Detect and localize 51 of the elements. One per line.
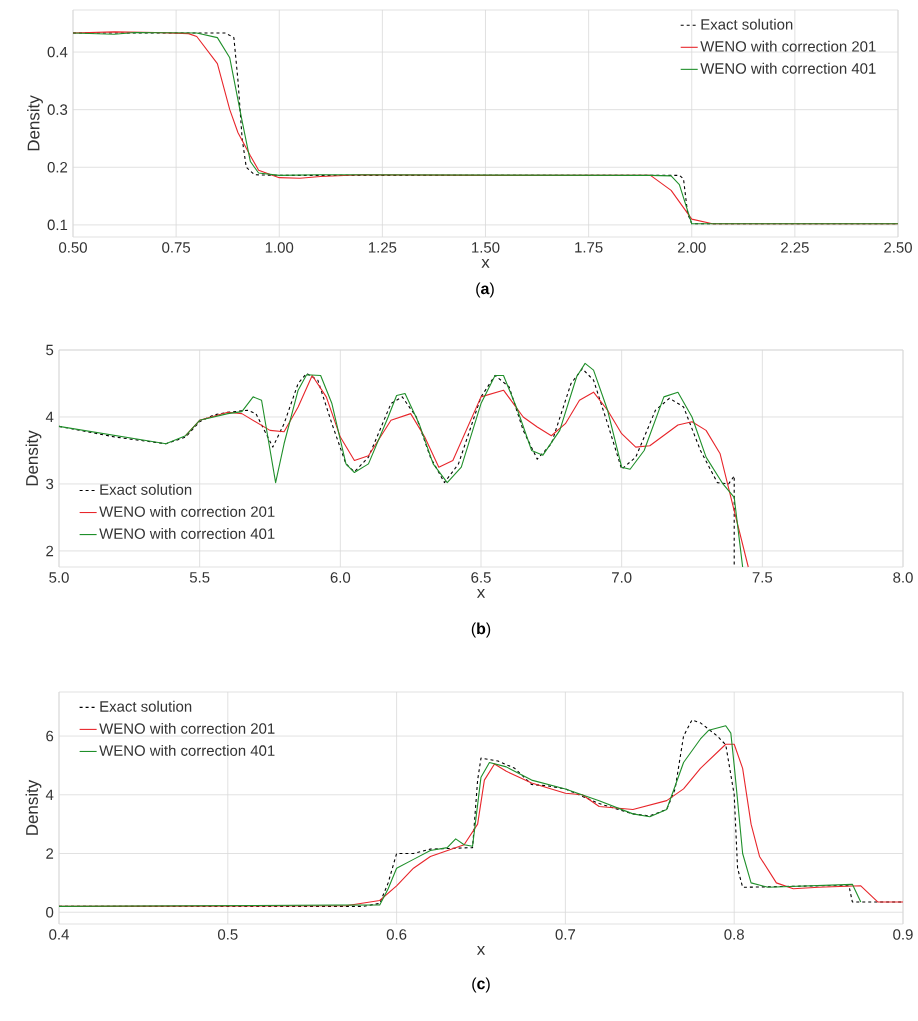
x-tick-label: 0.5: [217, 929, 238, 940]
x-tick-label: 0.75: [161, 242, 190, 253]
x-tick-label: 5.5: [189, 572, 210, 583]
x-tick-label: 1.00: [265, 242, 294, 253]
y-tick-label: 0.1: [47, 219, 67, 231]
x-tick-label: 2.50: [884, 242, 912, 253]
x-tick-label: 5.0: [49, 572, 69, 583]
text: (a): [476, 282, 494, 298]
legend-label: WENO with correction 201: [99, 505, 275, 517]
legend-label: WENO with correction 201: [99, 722, 275, 734]
x-axis-title: x: [476, 945, 485, 955]
y-tick-label: 2: [46, 848, 53, 859]
x-axis-title: x: [481, 258, 490, 268]
legend-label: WENO with correction 401: [99, 744, 275, 756]
legend-label: Exact solution: [100, 700, 192, 712]
x-tick-label: 2.00: [677, 242, 706, 253]
x-axis-title: x: [476, 588, 485, 598]
x-tick-label: 0.6: [386, 929, 407, 940]
legend-label: WENO with correction 401: [99, 528, 275, 540]
y-tick-label: 2: [46, 545, 53, 557]
x-tick-label: 2.25: [780, 242, 809, 253]
x-tick-label: 0.50: [58, 242, 87, 253]
y-axis-title: Density: [25, 430, 42, 486]
y-tick-label: 5: [45, 344, 54, 356]
x-tick-label: 0.9: [893, 929, 913, 940]
y-tick-label: 6: [46, 730, 53, 742]
legend-label: Exact solution: [100, 483, 192, 495]
x-tick-label: 6.0: [330, 572, 350, 583]
legend-label: WENO with correction 401: [700, 62, 876, 74]
text: (c): [472, 977, 490, 993]
x-tick-label: 1.50: [471, 242, 500, 253]
x-tick-label: 7.5: [752, 572, 772, 583]
x-tick-label: 0.8: [724, 929, 744, 940]
x-tick-label: 8.0: [893, 572, 913, 583]
y-tick-label: 0.4: [47, 46, 68, 58]
x-tick-label: 1.25: [368, 242, 397, 253]
legend-label: Exact solution: [701, 18, 793, 30]
x-tick-label: 7.0: [611, 572, 632, 583]
y-tick-label: 0.3: [47, 104, 67, 115]
x-tick-label: 1.75: [575, 242, 603, 253]
y-axis-title: Density: [26, 95, 43, 151]
y-axis-title: Density: [25, 779, 42, 835]
y-tick-label: 3: [45, 478, 53, 490]
y-tick-label: 4: [45, 411, 54, 423]
legend-label: WENO with correction 201: [700, 40, 876, 52]
y-tick-label: 0.2: [47, 161, 67, 173]
y-tick-label: 4: [45, 789, 54, 800]
x-tick-label: 6.5: [471, 572, 491, 583]
y-tick-label: 0: [45, 906, 54, 918]
text: (b): [471, 622, 491, 638]
x-tick-label: 0.7: [555, 929, 575, 940]
